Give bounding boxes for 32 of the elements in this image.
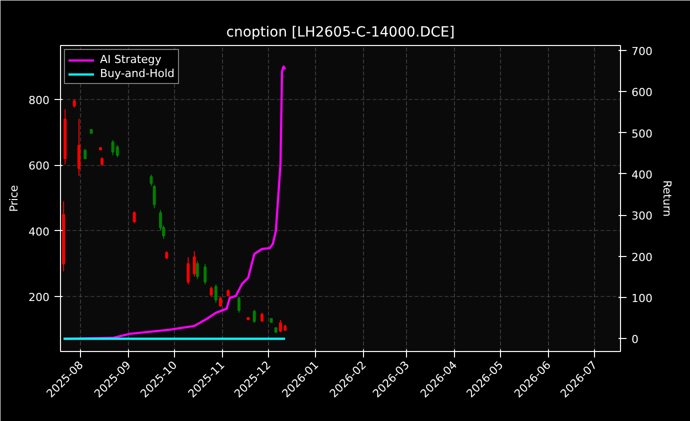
y2-tick-label: 100 (632, 292, 652, 306)
y2-tick-label: 400 (632, 168, 652, 182)
y-tick-label: 200 (28, 291, 50, 304)
y-tick-label: 600 (28, 160, 50, 173)
candlestick (252, 309, 256, 324)
candlestick (204, 264, 207, 285)
candlestick (210, 286, 213, 298)
candlestick (260, 312, 264, 322)
candlestick (152, 184, 156, 209)
y2-axis-title: Return (660, 180, 674, 217)
candlestick (237, 296, 240, 314)
candlestick (116, 144, 119, 158)
legend-label: Buy-and-Hold (100, 67, 175, 80)
candlestick (196, 260, 199, 280)
y2-tick-label: 300 (632, 210, 652, 223)
y2-tick-label: 600 (632, 86, 652, 100)
chart-title: cnoption [LH2605-C-14000.DCE] (226, 24, 455, 40)
y-tick-label: 800 (28, 94, 50, 107)
candlestick (219, 296, 222, 308)
legend-label: AI Strategy (100, 53, 162, 66)
candlestick (186, 256, 190, 285)
y2-tick-label: 0 (632, 333, 638, 346)
y-tick-label: 400 (28, 225, 50, 238)
y2-tick-label: 200 (632, 250, 652, 264)
candlestick (150, 174, 153, 186)
y2-tick-label: 500 (632, 127, 652, 140)
candlestick (132, 210, 136, 224)
candlestick (77, 118, 80, 176)
y-axis-title: Price (8, 184, 21, 212)
y2-tick-label: 700 (632, 44, 652, 58)
candlestick (214, 284, 218, 304)
candlestick (192, 250, 196, 278)
